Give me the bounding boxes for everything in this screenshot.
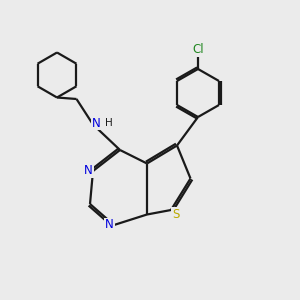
Text: N: N xyxy=(105,218,114,232)
Text: H: H xyxy=(105,118,112,128)
Text: N: N xyxy=(84,164,93,178)
Text: S: S xyxy=(172,208,179,221)
Text: N: N xyxy=(92,116,100,130)
Text: Cl: Cl xyxy=(192,43,204,56)
